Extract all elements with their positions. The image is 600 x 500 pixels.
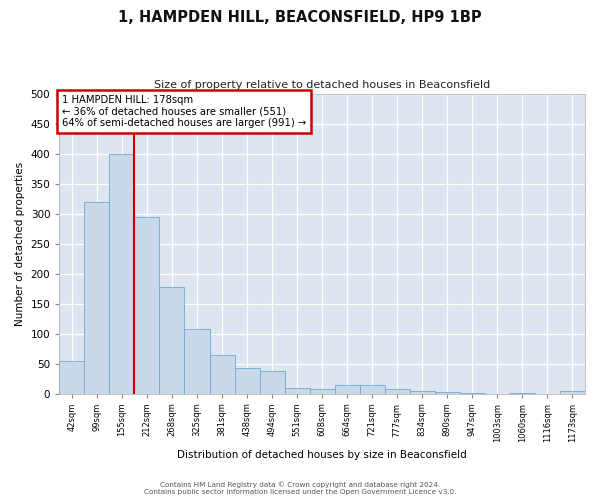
- Bar: [134, 216, 160, 394]
- Bar: [335, 385, 360, 394]
- X-axis label: Distribution of detached houses by size in Beaconsfield: Distribution of detached houses by size …: [177, 450, 467, 460]
- Bar: [460, 393, 485, 394]
- Text: 1, HAMPDEN HILL, BEACONSFIELD, HP9 1BP: 1, HAMPDEN HILL, BEACONSFIELD, HP9 1BP: [118, 10, 482, 25]
- Title: Size of property relative to detached houses in Beaconsfield: Size of property relative to detached ho…: [154, 80, 490, 90]
- Bar: [160, 286, 184, 394]
- Bar: [385, 390, 410, 394]
- Text: Contains HM Land Registry data © Crown copyright and database right 2024.: Contains HM Land Registry data © Crown c…: [160, 481, 440, 488]
- Bar: [59, 360, 85, 394]
- Text: Contains public sector information licensed under the Open Government Licence v3: Contains public sector information licen…: [144, 489, 456, 495]
- Bar: [85, 202, 109, 394]
- Bar: [410, 390, 435, 394]
- Bar: [109, 154, 134, 394]
- Bar: [184, 330, 209, 394]
- Text: 1 HAMPDEN HILL: 178sqm
← 36% of detached houses are smaller (551)
64% of semi-de: 1 HAMPDEN HILL: 178sqm ← 36% of detached…: [62, 95, 306, 128]
- Y-axis label: Number of detached properties: Number of detached properties: [15, 162, 25, 326]
- Bar: [260, 372, 284, 394]
- Bar: [284, 388, 310, 394]
- Bar: [310, 390, 335, 394]
- Bar: [510, 393, 535, 394]
- Bar: [209, 354, 235, 394]
- Bar: [235, 368, 260, 394]
- Bar: [435, 392, 460, 394]
- Bar: [360, 385, 385, 394]
- Bar: [560, 390, 585, 394]
